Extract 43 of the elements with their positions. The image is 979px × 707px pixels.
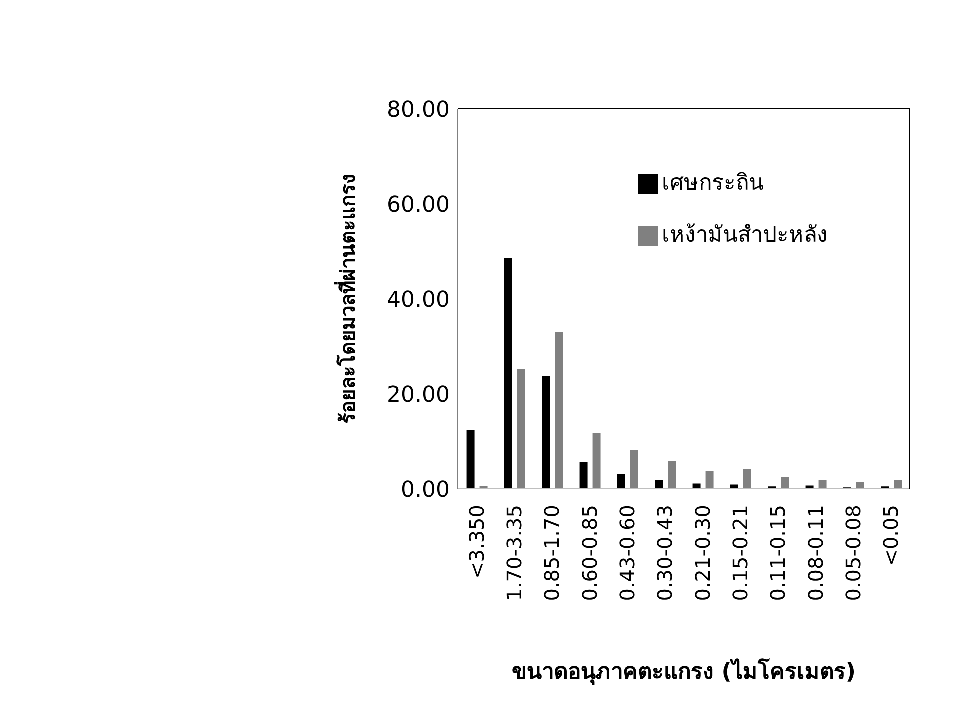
x-tick-label: 0.11-0.15 xyxy=(766,505,790,602)
x-axis-title: ขนาดอนุภาคตะแกรง (ไมโครเมตร) xyxy=(512,658,856,686)
x-tick-label: 0.08-0.11 xyxy=(804,505,828,602)
bar xyxy=(667,460,678,489)
x-tick-label: 0.05-0.08 xyxy=(842,505,866,602)
bar xyxy=(541,375,552,489)
bar xyxy=(478,485,489,489)
x-tick-label: 0.85-1.70 xyxy=(540,505,564,602)
bar xyxy=(893,479,904,489)
bar xyxy=(880,486,890,489)
bar xyxy=(554,331,564,489)
y-tick-label: 60.00 xyxy=(387,192,450,218)
x-tick-label: <0.05 xyxy=(879,505,904,566)
bar xyxy=(767,486,778,489)
y-tick-label: 80.00 xyxy=(387,98,450,123)
bar xyxy=(616,473,626,489)
x-tick-label: 0.21-0.30 xyxy=(690,505,715,602)
bar xyxy=(780,476,790,489)
bar xyxy=(804,484,815,489)
y-tick-label: 0.00 xyxy=(401,478,450,503)
bar xyxy=(704,470,715,489)
bar xyxy=(855,481,866,489)
bar xyxy=(503,257,514,489)
bar xyxy=(629,450,640,489)
legend-label: เหง้ามันสำปะหลัง xyxy=(662,223,828,248)
bar xyxy=(654,479,664,489)
y-tick-label: 20.00 xyxy=(387,382,450,408)
bar xyxy=(578,461,589,489)
bar xyxy=(742,468,752,489)
x-tick-label: <3.350 xyxy=(464,505,489,580)
bar xyxy=(818,479,828,489)
bar xyxy=(516,368,526,489)
bar xyxy=(692,482,702,489)
y-tick-label: 40.00 xyxy=(387,288,450,313)
x-tick-label: 0.43-0.60 xyxy=(616,505,640,602)
bar xyxy=(466,429,476,489)
y-axis-title: ร้อยละโดยมวลที่ผ่านตะแกรง xyxy=(333,174,360,424)
x-tick-label: 1.70-3.35 xyxy=(502,505,526,602)
x-tick-label: 0.30-0.43 xyxy=(653,505,678,602)
x-tick-label: 0.60-0.85 xyxy=(578,505,602,602)
legend-label: เศษกระถิน xyxy=(662,171,764,196)
x-tick-label: 0.15-0.21 xyxy=(728,505,752,602)
bar xyxy=(592,432,602,489)
